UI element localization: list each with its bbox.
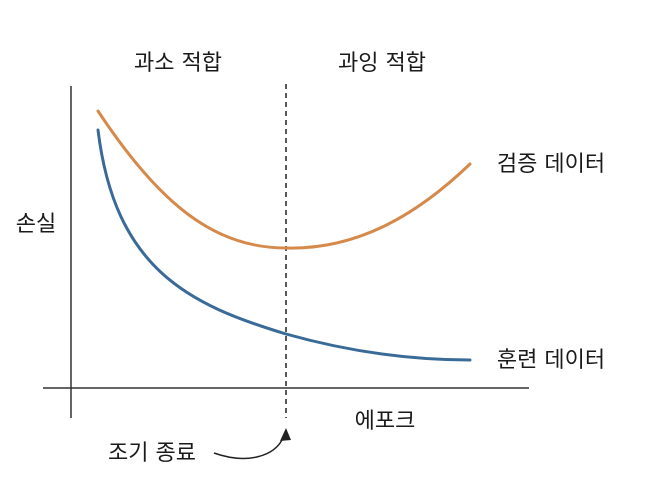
loss-axis-label: 손실 [16, 212, 56, 237]
validation-curve [96, 109, 472, 250]
training-data-label: 훈련 데이터 [497, 348, 605, 373]
overfitting-label: 과잉 적합 [338, 51, 426, 76]
training-curve [96, 128, 472, 362]
underfitting-label: 과소 적합 [134, 51, 222, 76]
arrow-head [280, 428, 291, 441]
early-stopping-label: 조기 종료 [108, 441, 196, 466]
epoch-axis-label: 에포크 [355, 409, 416, 434]
validation-data-label: 검증 데이터 [497, 152, 605, 177]
early-stopping-arrow [213, 435, 285, 460]
